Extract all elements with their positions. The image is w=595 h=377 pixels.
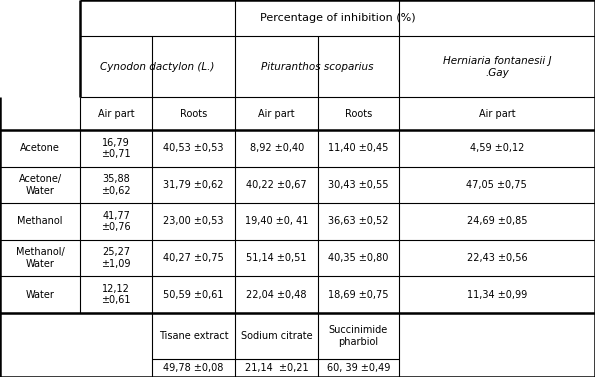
Text: 31,79 ±0,62: 31,79 ±0,62 [163, 180, 224, 190]
Text: 51,14 ±0,51: 51,14 ±0,51 [246, 253, 307, 263]
Text: Herniaria fontanesii J
.Gay: Herniaria fontanesii J .Gay [443, 56, 551, 78]
Text: 47,05 ±0,75: 47,05 ±0,75 [466, 180, 527, 190]
Text: 60, 39 ±0,49: 60, 39 ±0,49 [327, 363, 390, 373]
Text: 23,00 ±0,53: 23,00 ±0,53 [163, 216, 224, 227]
Text: 41,77
±0,76: 41,77 ±0,76 [101, 211, 131, 232]
Text: 24,69 ±0,85: 24,69 ±0,85 [466, 216, 527, 227]
Text: 40,35 ±0,80: 40,35 ±0,80 [328, 253, 389, 263]
Text: 16,79
±0,71: 16,79 ±0,71 [101, 138, 131, 159]
Text: 50,59 ±0,61: 50,59 ±0,61 [163, 290, 224, 300]
Text: 22,43 ±0,56: 22,43 ±0,56 [466, 253, 527, 263]
Text: Cynodon dactylon (L.): Cynodon dactylon (L.) [101, 62, 215, 72]
Text: 30,43 ±0,55: 30,43 ±0,55 [328, 180, 389, 190]
Text: 36,63 ±0,52: 36,63 ±0,52 [328, 216, 389, 227]
Text: Roots: Roots [345, 109, 372, 119]
Text: 25,27
±1,09: 25,27 ±1,09 [101, 247, 131, 269]
Text: 21,14  ±0,21: 21,14 ±0,21 [245, 363, 308, 373]
Text: Acetone/
Water: Acetone/ Water [18, 174, 62, 196]
Text: 19,40 ±0, 41: 19,40 ±0, 41 [245, 216, 308, 227]
Text: Roots: Roots [180, 109, 207, 119]
Text: 49,78 ±0,08: 49,78 ±0,08 [163, 363, 224, 373]
Text: 11,40 ±0,45: 11,40 ±0,45 [328, 143, 389, 153]
Text: Pituranthos scoparius: Pituranthos scoparius [261, 62, 373, 72]
Text: 8,92 ±0,40: 8,92 ±0,40 [249, 143, 304, 153]
Text: 4,59 ±0,12: 4,59 ±0,12 [469, 143, 524, 153]
Text: Methanol/
Water: Methanol/ Water [16, 247, 64, 269]
Text: Air part: Air part [478, 109, 515, 119]
Text: 40,27 ±0,75: 40,27 ±0,75 [163, 253, 224, 263]
Text: 12,12
±0,61: 12,12 ±0,61 [101, 284, 131, 305]
Text: Methanol: Methanol [17, 216, 63, 227]
Text: 40,53 ±0,53: 40,53 ±0,53 [163, 143, 224, 153]
Text: Water: Water [26, 290, 55, 300]
Text: 18,69 ±0,75: 18,69 ±0,75 [328, 290, 389, 300]
Text: 40,22 ±0,67: 40,22 ±0,67 [246, 180, 307, 190]
Text: 11,34 ±0,99: 11,34 ±0,99 [466, 290, 527, 300]
Text: Air part: Air part [98, 109, 134, 119]
Text: Percentage of inhibition (%): Percentage of inhibition (%) [260, 13, 415, 23]
Text: Sodium citrate: Sodium citrate [241, 331, 312, 341]
Text: 35,88
±0,62: 35,88 ±0,62 [101, 174, 131, 196]
Text: Succinimide
pharbiol: Succinimide pharbiol [329, 325, 388, 347]
Text: Tisane extract: Tisane extract [158, 331, 228, 341]
Text: Acetone: Acetone [20, 143, 60, 153]
Text: 22,04 ±0,48: 22,04 ±0,48 [246, 290, 307, 300]
Text: Air part: Air part [258, 109, 295, 119]
